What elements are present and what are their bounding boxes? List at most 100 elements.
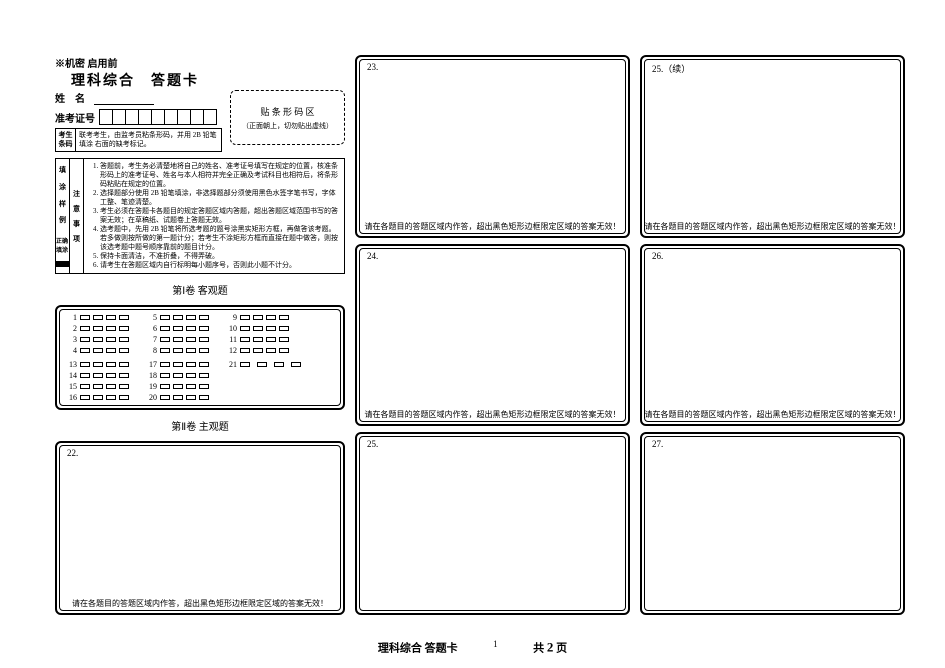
bubble[interactable] <box>279 337 289 342</box>
bubble[interactable] <box>119 315 129 320</box>
name-field-line[interactable] <box>94 104 154 105</box>
bubble[interactable] <box>106 315 116 320</box>
bubble[interactable] <box>160 348 170 353</box>
bubble[interactable] <box>186 326 196 331</box>
bubble[interactable] <box>106 384 116 389</box>
bubble[interactable] <box>173 373 183 378</box>
bubble[interactable] <box>119 395 129 400</box>
bubble[interactable] <box>186 337 196 342</box>
bubble[interactable] <box>93 337 103 342</box>
bubble[interactable] <box>253 337 263 342</box>
ticket-cell[interactable] <box>164 109 178 125</box>
bubble[interactable] <box>160 315 170 320</box>
bubble[interactable] <box>199 337 209 342</box>
bubble[interactable] <box>93 348 103 353</box>
bubble[interactable] <box>199 315 209 320</box>
bubble[interactable] <box>240 326 250 331</box>
bubble[interactable] <box>119 373 129 378</box>
answer-box-24[interactable]: 24. 请在各题目的答题区域内作答，超出黑色矩形边框限定区域的答案无效！ <box>355 244 630 427</box>
bubble[interactable] <box>93 315 103 320</box>
bubble[interactable] <box>160 337 170 342</box>
answer-box-26[interactable]: 26. 请在各题目的答题区域内作答，超出黑色矩形边框限定区域的答案无效！ <box>640 244 905 427</box>
bubble[interactable] <box>186 362 196 367</box>
ticket-cell[interactable] <box>203 109 217 125</box>
bubble[interactable] <box>119 348 129 353</box>
bubble[interactable] <box>160 373 170 378</box>
ticket-cell[interactable] <box>138 109 152 125</box>
bubble[interactable] <box>199 362 209 367</box>
answer-box-22[interactable]: 22. 请在各题目的答题区域内作答，超出黑色矩形边框限定区域的答案无效！ <box>55 441 345 615</box>
bubble[interactable] <box>266 326 276 331</box>
bubble[interactable] <box>119 337 129 342</box>
bubble[interactable] <box>93 326 103 331</box>
bubble[interactable] <box>106 395 116 400</box>
answer-box-27[interactable]: 27. <box>640 432 905 615</box>
bubble[interactable] <box>93 395 103 400</box>
bubble[interactable] <box>199 384 209 389</box>
bubble[interactable] <box>173 326 183 331</box>
bubble[interactable] <box>266 315 276 320</box>
bubble[interactable] <box>240 348 250 353</box>
ticket-cell[interactable] <box>125 109 139 125</box>
bubble[interactable] <box>279 348 289 353</box>
bubble[interactable] <box>274 362 284 367</box>
bubble[interactable] <box>106 326 116 331</box>
bubble[interactable] <box>80 348 90 353</box>
bubble[interactable] <box>173 337 183 342</box>
bubble[interactable] <box>93 362 103 367</box>
bubble[interactable] <box>80 373 90 378</box>
bubble[interactable] <box>240 315 250 320</box>
bubble[interactable] <box>186 373 196 378</box>
answer-box-25-cont[interactable]: 25.（续） 请在各题目的答题区域内作答，超出黑色矩形边框限定区域的答案无效！ <box>640 55 905 238</box>
bubble[interactable] <box>291 362 301 367</box>
bubble[interactable] <box>266 337 276 342</box>
bubble[interactable] <box>119 362 129 367</box>
bubble[interactable] <box>106 373 116 378</box>
bubble[interactable] <box>106 362 116 367</box>
bubble[interactable] <box>186 395 196 400</box>
bubble[interactable] <box>93 384 103 389</box>
ticket-grid[interactable] <box>99 109 217 125</box>
bubble[interactable] <box>160 326 170 331</box>
bubble[interactable] <box>173 315 183 320</box>
bubble[interactable] <box>106 337 116 342</box>
bubble[interactable] <box>240 337 250 342</box>
bubble[interactable] <box>199 348 209 353</box>
bubble[interactable] <box>119 384 129 389</box>
bubble[interactable] <box>173 384 183 389</box>
bubble[interactable] <box>253 315 263 320</box>
bubble[interactable] <box>173 362 183 367</box>
answer-box-23[interactable]: 23. 请在各题目的答题区域内作答，超出黑色矩形边框限定区域的答案无效！ <box>355 55 630 238</box>
bubble[interactable] <box>199 395 209 400</box>
bubble[interactable] <box>173 395 183 400</box>
bubble[interactable] <box>266 348 276 353</box>
bubble[interactable] <box>80 362 90 367</box>
ticket-cell[interactable] <box>190 109 204 125</box>
bubble[interactable] <box>80 326 90 331</box>
bubble[interactable] <box>173 348 183 353</box>
bubble[interactable] <box>160 362 170 367</box>
bubble[interactable] <box>240 362 250 367</box>
bubble[interactable] <box>186 384 196 389</box>
ticket-cell[interactable] <box>151 109 165 125</box>
ticket-cell[interactable] <box>177 109 191 125</box>
bubble[interactable] <box>80 384 90 389</box>
bubble[interactable] <box>279 315 289 320</box>
answer-box-25[interactable]: 25. <box>355 432 630 615</box>
bubble[interactable] <box>160 395 170 400</box>
bubble[interactable] <box>199 326 209 331</box>
bubble[interactable] <box>257 362 267 367</box>
bubble[interactable] <box>80 395 90 400</box>
bubble[interactable] <box>80 315 90 320</box>
bubble[interactable] <box>186 348 196 353</box>
bubble[interactable] <box>160 384 170 389</box>
bubble[interactable] <box>253 326 263 331</box>
bubble[interactable] <box>186 315 196 320</box>
bubble[interactable] <box>93 373 103 378</box>
bubble[interactable] <box>253 348 263 353</box>
bubble[interactable] <box>119 326 129 331</box>
bubble[interactable] <box>80 337 90 342</box>
ticket-cell[interactable] <box>112 109 126 125</box>
bubble[interactable] <box>199 373 209 378</box>
bubble[interactable] <box>106 348 116 353</box>
